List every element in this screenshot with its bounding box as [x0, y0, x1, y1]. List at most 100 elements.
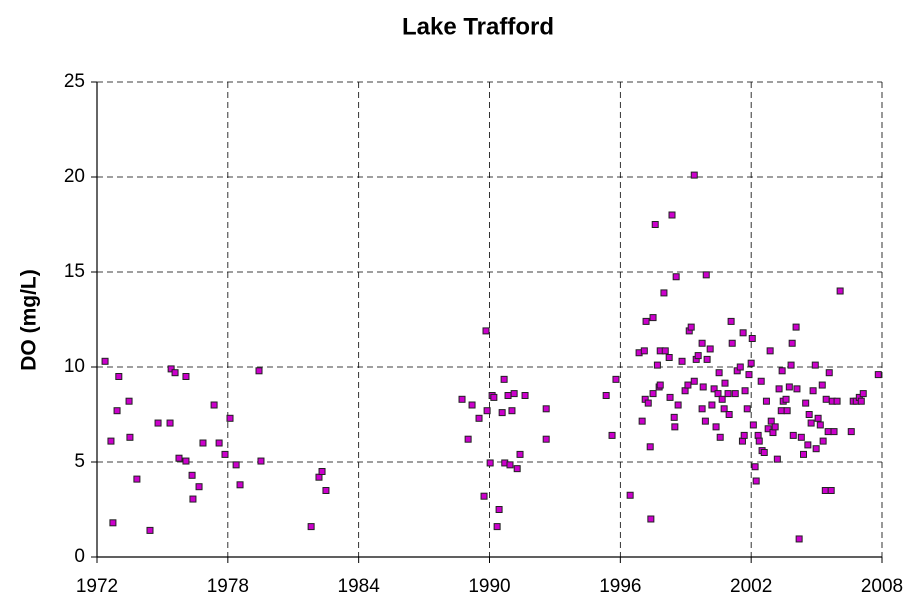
point	[101, 357, 109, 365]
point	[521, 392, 529, 399]
point	[821, 487, 829, 494]
point	[236, 481, 244, 489]
point	[167, 365, 175, 373]
point	[714, 390, 722, 398]
point	[816, 421, 824, 429]
point	[166, 419, 174, 427]
point	[500, 375, 508, 383]
point	[802, 399, 810, 407]
y-tick-label: 20	[64, 166, 85, 187]
point	[715, 369, 723, 377]
point	[483, 407, 491, 415]
point	[642, 317, 650, 325]
point	[109, 519, 117, 527]
point	[728, 339, 736, 347]
point	[698, 339, 706, 347]
point	[125, 397, 133, 405]
point	[210, 401, 218, 409]
point	[773, 455, 781, 463]
point	[182, 373, 190, 380]
point	[649, 390, 657, 398]
point	[504, 392, 512, 399]
point	[752, 477, 760, 485]
point	[638, 417, 646, 425]
point	[825, 369, 833, 377]
point	[731, 390, 739, 398]
point	[727, 317, 735, 325]
point	[612, 375, 620, 383]
point	[721, 379, 729, 387]
point	[822, 395, 830, 403]
point	[175, 454, 183, 462]
point	[757, 377, 765, 385]
point	[154, 419, 162, 427]
point	[833, 397, 841, 405]
point	[674, 401, 682, 409]
point	[665, 354, 673, 361]
point	[115, 373, 123, 380]
point	[811, 361, 819, 369]
point	[769, 429, 777, 437]
point	[660, 289, 668, 297]
point	[749, 421, 757, 429]
point	[257, 457, 265, 465]
point	[221, 450, 229, 458]
point	[743, 405, 751, 413]
point	[653, 361, 661, 369]
point	[805, 411, 813, 418]
point	[706, 345, 714, 353]
y-tick-label: 5	[74, 451, 85, 472]
point	[495, 506, 503, 513]
point	[199, 439, 207, 447]
y-tick-label: 25	[64, 71, 85, 92]
y-axis-label: DO (mg/L)	[18, 269, 41, 370]
point	[699, 383, 707, 391]
point	[874, 371, 882, 379]
point	[764, 425, 772, 433]
point	[684, 381, 692, 389]
point	[126, 433, 134, 441]
point	[703, 355, 711, 363]
point	[857, 397, 865, 405]
point	[748, 335, 756, 342]
point	[651, 221, 659, 228]
point	[318, 468, 326, 475]
point	[493, 523, 501, 531]
point	[755, 437, 763, 445]
chart-title: Lake Trafford	[402, 13, 554, 40]
point	[777, 407, 785, 415]
point	[498, 409, 506, 417]
point	[775, 385, 783, 393]
point	[767, 417, 775, 425]
point	[678, 357, 686, 365]
point	[718, 395, 726, 403]
y-tick-label: 15	[64, 261, 85, 282]
point	[649, 314, 657, 322]
point	[859, 390, 867, 398]
point	[712, 423, 720, 431]
point	[647, 515, 655, 523]
point	[687, 323, 695, 331]
point	[690, 377, 698, 385]
point	[793, 385, 801, 393]
point	[506, 461, 514, 469]
point	[788, 339, 796, 347]
x-tick-label: 2002	[730, 576, 772, 597]
point	[188, 471, 196, 479]
x-tick-label: 1978	[207, 576, 249, 597]
point	[232, 461, 240, 469]
point	[741, 387, 749, 395]
point	[608, 431, 616, 439]
point	[516, 450, 524, 458]
y-tick-label: 0	[74, 546, 85, 567]
point	[807, 419, 815, 427]
point	[666, 393, 674, 401]
point	[671, 423, 679, 431]
point	[819, 437, 827, 445]
point	[146, 526, 154, 534]
point	[464, 435, 472, 443]
point	[795, 535, 803, 543]
point	[475, 414, 483, 422]
point	[800, 450, 807, 458]
